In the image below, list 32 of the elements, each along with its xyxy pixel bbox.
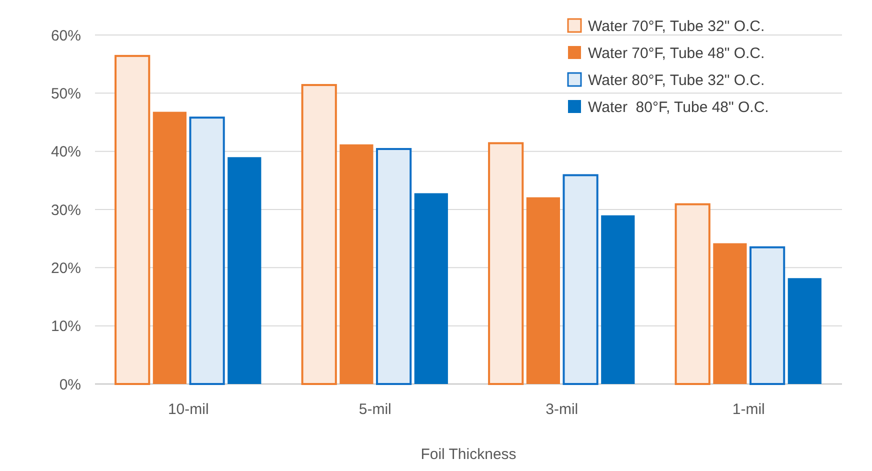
bar — [152, 112, 187, 384]
bar — [601, 215, 635, 384]
bar — [228, 157, 262, 384]
bar — [488, 142, 524, 385]
y-tick-label: 50% — [50, 85, 81, 102]
y-tick-label: 40% — [50, 144, 81, 161]
bar — [340, 144, 374, 384]
bar — [674, 203, 710, 385]
y-tick-label: 60% — [50, 27, 81, 44]
bar — [114, 54, 150, 385]
bar — [526, 197, 560, 384]
x-tick-label: 5-mil — [358, 401, 392, 418]
bar — [376, 148, 412, 385]
y-tick-label: 30% — [50, 202, 81, 219]
legend-label: Water 70°F, Tube 32" O.C. — [588, 18, 765, 35]
bar — [749, 246, 786, 385]
legend-label: Water 80°F, Tube 32" O.C. — [588, 72, 765, 89]
bar — [562, 174, 598, 385]
legend-label: Water 80°F, Tube 48" O.C. — [588, 99, 769, 116]
bar — [713, 243, 747, 384]
bar — [788, 278, 822, 384]
x-axis-title: Foil Thickness — [420, 446, 516, 463]
bar — [301, 84, 337, 385]
legend-label: Water 70°F, Tube 48" O.C. — [588, 45, 765, 62]
y-tick-label: 20% — [50, 260, 81, 277]
bar — [414, 193, 448, 384]
x-tick-label: 3-mil — [546, 401, 578, 418]
x-tick-label: 10-mil — [168, 401, 209, 418]
y-tick-label: 0% — [59, 376, 81, 394]
bar — [189, 116, 225, 385]
x-tick-label: 1-mil — [732, 401, 765, 418]
y-tick-label: 10% — [50, 318, 81, 336]
